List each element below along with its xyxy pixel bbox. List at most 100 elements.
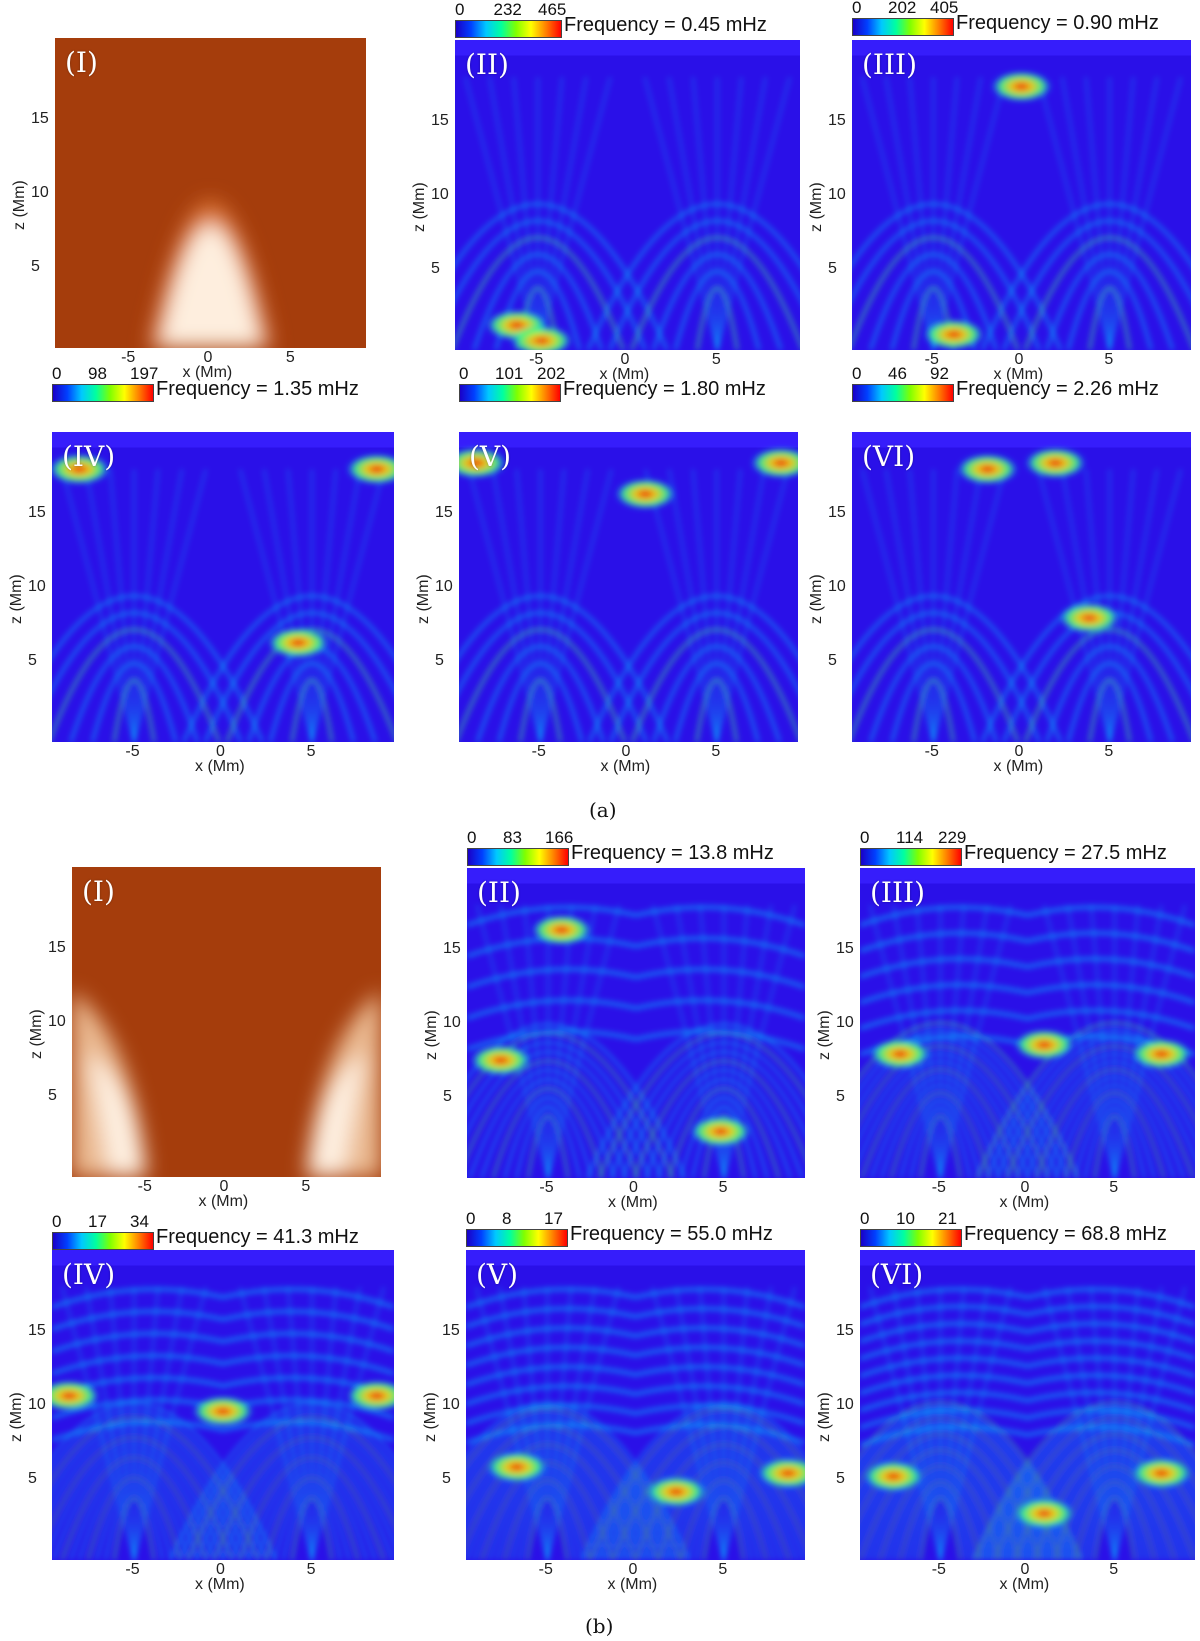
colorbar-tick-label: 17 xyxy=(544,1209,563,1228)
panel-label: (VI) xyxy=(870,1258,924,1291)
x-tick-label: -5 xyxy=(137,1178,152,1195)
z-tick-label: 15 xyxy=(836,1321,854,1339)
panel-b-3-plot: (III) xyxy=(860,868,1195,1178)
x-tick-label: 0 xyxy=(203,349,213,366)
colorbar-tick-label: 0 xyxy=(52,1212,62,1231)
power-map-image xyxy=(455,40,800,350)
z-axis-label: z (Mm) xyxy=(415,574,432,625)
colorbar-tick-label: 232 xyxy=(493,0,522,19)
power-map-image xyxy=(852,432,1191,742)
colorbar-tick-label: 0 xyxy=(459,364,469,383)
x-axis-label: x (Mm) xyxy=(182,364,233,381)
z-tick-label: 5 xyxy=(28,652,37,670)
x-tick-label: -5 xyxy=(125,743,140,760)
x-tick-label: 5 xyxy=(306,743,316,760)
panel-label: (I) xyxy=(65,46,98,79)
power-map-image xyxy=(860,1250,1195,1560)
z-tick-label: 15 xyxy=(828,503,846,521)
colorbar xyxy=(466,1229,568,1247)
z-axis-label: z (Mm) xyxy=(808,574,825,625)
power-map-image xyxy=(52,432,394,742)
x-tick-label: 0 xyxy=(216,1561,225,1578)
z-tick-label: 15 xyxy=(443,939,461,957)
colorbar-tick-label: 0 xyxy=(467,828,477,847)
z-tick-label: 5 xyxy=(836,1088,845,1106)
z-axis-label: z (Mm) xyxy=(8,1392,25,1443)
power-map-image xyxy=(467,868,805,1178)
z-axis-label: z (Mm) xyxy=(11,180,28,231)
panel-label: (II) xyxy=(477,876,521,909)
colorbar xyxy=(860,848,962,866)
z-tick-label: 15 xyxy=(431,111,449,129)
x-tick-label: -5 xyxy=(924,743,939,760)
panel-label: (II) xyxy=(465,48,509,81)
z-axis-label: z (Mm) xyxy=(423,1010,440,1061)
colorbar-tick-label: 0 xyxy=(455,0,465,19)
x-tick-label: -5 xyxy=(931,1561,946,1578)
frequency-label: Frequency = 55.0 mHz xyxy=(570,1223,773,1245)
colorbar-tick-label: 101 xyxy=(495,364,524,383)
z-tick-label: 10 xyxy=(435,578,453,595)
z-tick-label: 15 xyxy=(435,503,453,521)
z-axis-label: z (Mm) xyxy=(8,574,25,625)
colorbar xyxy=(860,1229,962,1247)
x-tick-label: 0 xyxy=(629,1179,638,1196)
frequency-label: Frequency = 1.35 mHz xyxy=(156,378,359,400)
x-tick-label: -5 xyxy=(538,1561,553,1578)
x-tick-label: 0 xyxy=(1014,743,1024,760)
x-tick-label: 5 xyxy=(306,1561,316,1578)
z-tick-label: 10 xyxy=(836,1396,854,1413)
z-tick-label: 15 xyxy=(828,111,846,129)
z-tick-label: 15 xyxy=(28,1321,46,1339)
colorbar-tick-label: 92 xyxy=(930,364,949,383)
z-axis-label: z (Mm) xyxy=(28,1009,45,1060)
frequency-label: Frequency = 68.8 mHz xyxy=(964,1223,1167,1245)
x-axis-label: x (Mm) xyxy=(198,1193,249,1210)
z-tick-label: 5 xyxy=(442,1470,451,1488)
colorbar-tick-label: 34 xyxy=(130,1212,149,1231)
z-tick-label: 5 xyxy=(31,258,40,276)
panel-a-5-plot: (V) xyxy=(459,432,798,742)
x-tick-label: -5 xyxy=(125,1561,140,1578)
colorbar-tick-label: 114 xyxy=(896,828,924,847)
colorbar xyxy=(52,1232,154,1250)
colorbar xyxy=(455,20,562,38)
colorbar-tick-label: 0 xyxy=(466,1209,476,1228)
z-tick-label: 5 xyxy=(435,652,444,670)
z-tick-label: 10 xyxy=(28,1396,46,1413)
x-tick-label: 5 xyxy=(1109,1561,1119,1578)
colorbar xyxy=(467,848,569,866)
power-map-image xyxy=(52,1250,394,1560)
x-tick-label: -5 xyxy=(931,1179,946,1196)
z-tick-label: 15 xyxy=(48,938,66,956)
colorbar-tick-label: 98 xyxy=(88,364,107,383)
x-axis-label: x (Mm) xyxy=(600,758,651,775)
colorbar-tick-label: 21 xyxy=(938,1209,957,1228)
panel-a-4-plot: (IV) xyxy=(52,432,394,742)
power-map-image xyxy=(860,868,1195,1178)
z-tick-label: 10 xyxy=(28,578,46,595)
x-tick-label: 5 xyxy=(711,743,721,760)
x-axis-label: x (Mm) xyxy=(999,1194,1050,1211)
panel-label: (III) xyxy=(870,876,926,909)
z-tick-label: 5 xyxy=(28,1470,37,1488)
colorbar xyxy=(459,384,561,402)
z-axis-label: z (Mm) xyxy=(816,1010,833,1061)
z-tick-label: 5 xyxy=(828,260,837,278)
frequency-label: Frequency = 1.80 mHz xyxy=(563,378,766,400)
power-map-image xyxy=(852,40,1191,350)
x-axis-label: x (Mm) xyxy=(999,1576,1050,1593)
z-tick-label: 5 xyxy=(836,1470,845,1488)
x-tick-label: 0 xyxy=(1020,1561,1030,1578)
x-axis-label: x (Mm) xyxy=(993,366,1044,383)
panel-b-2-plot: (II) xyxy=(467,868,805,1178)
colorbar-tick-label: 0 xyxy=(860,828,870,847)
z-tick-label: 10 xyxy=(442,1396,460,1413)
z-tick-label: 15 xyxy=(31,109,49,127)
colorbar-tick-label: 202 xyxy=(537,364,566,383)
colorbar-tick-label: 229 xyxy=(938,828,967,847)
panel-label: (VI) xyxy=(862,440,916,473)
caption-a: (a) xyxy=(589,798,617,822)
x-tick-label: 5 xyxy=(1109,1179,1119,1196)
frequency-label: Frequency = 41.3 mHz xyxy=(156,1226,359,1248)
